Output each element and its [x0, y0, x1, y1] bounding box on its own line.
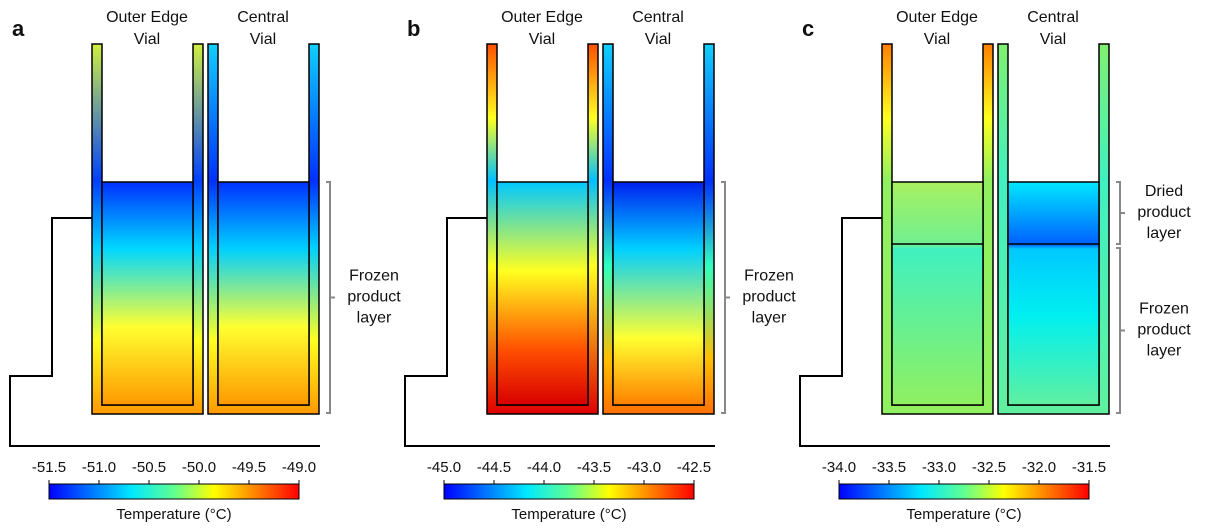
panel: b Outer Edge Vial Central Vial Frozen product l…: [404, 9, 796, 523]
layer-label: Frozen: [1139, 301, 1189, 318]
product: [496, 181, 589, 406]
vial-label: Outer Edge: [896, 9, 978, 26]
vial-wall: [997, 43, 1110, 415]
bracket: [326, 181, 335, 414]
layer-label: layer: [752, 310, 787, 327]
colorbar-tick-label: -32.0: [1022, 459, 1056, 476]
colorbar-tick-label: -31.5: [1072, 459, 1106, 476]
colorbar-label: Temperature (°C): [906, 506, 1021, 523]
product: [891, 181, 984, 406]
panel: c Outer Edge Vial Central Vial Dried product la…: [799, 9, 1191, 523]
colorbar-tick-label: -44.0: [527, 459, 561, 476]
panel-letter: b: [407, 16, 420, 41]
layer-label: layer: [1147, 343, 1182, 360]
colorbar-tick-label: -33.0: [922, 459, 956, 476]
bracket: [1116, 181, 1125, 245]
colorbar-tick-label: -34.0: [822, 459, 856, 476]
bracket: [1116, 247, 1125, 414]
vial-label: Outer Edge: [106, 9, 188, 26]
colorbar-tick-label: -49.0: [282, 459, 316, 476]
vial-label: Vial: [134, 31, 160, 48]
product: [101, 181, 194, 406]
colorbar-tick-label: -32.5: [972, 459, 1006, 476]
colorbar: [48, 483, 300, 500]
colorbar-tick-label: -33.5: [872, 459, 906, 476]
shelf-outline: [404, 217, 715, 447]
panel-letter: c: [802, 16, 814, 41]
vial-label: Vial: [924, 31, 950, 48]
colorbar-tick-label: -43.0: [627, 459, 661, 476]
vial-wall: [486, 43, 599, 415]
vial-label: Vial: [645, 31, 671, 48]
colorbar-label: Temperature (°C): [511, 506, 626, 523]
colorbar-tick-label: -50.5: [132, 459, 166, 476]
vial-label: Central: [237, 9, 289, 26]
product: [1007, 181, 1100, 406]
vial-label: Vial: [250, 31, 276, 48]
colorbar-tick-label: -42.5: [677, 459, 711, 476]
layer-label: Dried: [1145, 183, 1183, 200]
product: [217, 181, 310, 406]
layer-label: product: [347, 289, 401, 306]
panel-letter: a: [12, 16, 25, 41]
colorbar-tick-label: -49.5: [232, 459, 266, 476]
bracket: [721, 181, 730, 414]
vial-label: Central: [632, 9, 684, 26]
shelf-outline: [9, 217, 320, 447]
colorbar: [838, 483, 1090, 500]
vial-wall: [91, 43, 204, 415]
colorbar-label: Temperature (°C): [116, 506, 231, 523]
vial-label: Vial: [1040, 31, 1066, 48]
layer-label: Frozen: [349, 268, 399, 285]
layer-label: product: [1137, 204, 1191, 221]
colorbar-tick-label: -44.5: [477, 459, 511, 476]
product: [612, 181, 705, 406]
colorbar-tick-label: -43.5: [577, 459, 611, 476]
vial-wall: [602, 43, 715, 415]
colorbar-tick-label: -45.0: [427, 459, 461, 476]
layer-label: product: [742, 289, 796, 306]
layer-label: product: [1137, 322, 1191, 339]
vial-label: Outer Edge: [501, 9, 583, 26]
colorbar-tick-label: -51.5: [32, 459, 66, 476]
colorbar-tick-label: -50.0: [182, 459, 216, 476]
layer-label: layer: [357, 310, 392, 327]
colorbar-tick-label: -51.0: [82, 459, 116, 476]
vial-label: Central: [1027, 9, 1079, 26]
vial-wall: [881, 43, 994, 415]
colorbar: [443, 483, 695, 500]
vial-label: Vial: [529, 31, 555, 48]
vial-wall: [207, 43, 320, 415]
layer-label: Frozen: [744, 268, 794, 285]
layer-label: layer: [1147, 225, 1182, 242]
panel: a Outer Edge Vial Central Vial Frozen product l…: [9, 9, 401, 523]
shelf-outline: [799, 217, 1110, 447]
